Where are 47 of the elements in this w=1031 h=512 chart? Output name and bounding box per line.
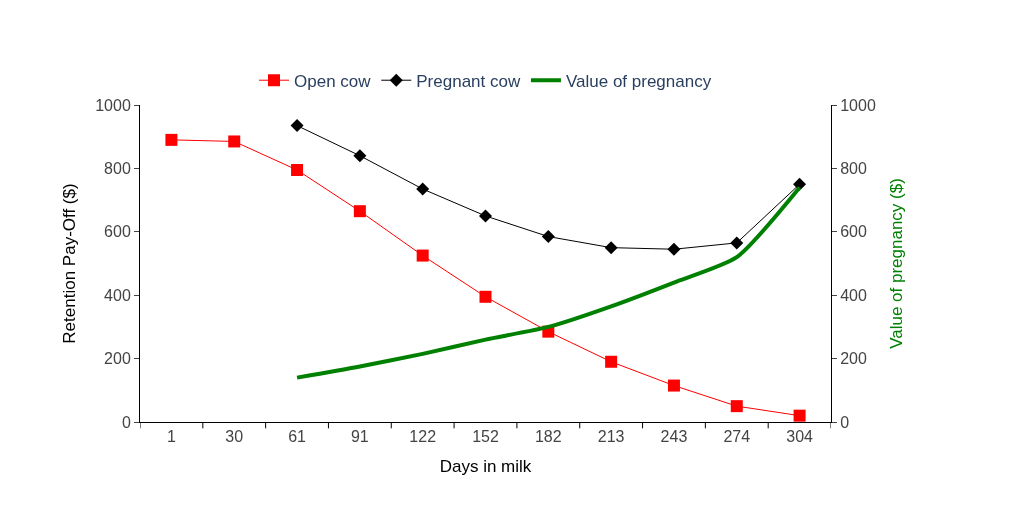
point bbox=[605, 355, 618, 368]
x-tick-label: 152 bbox=[472, 428, 499, 446]
y-tick-label: 200 bbox=[104, 350, 131, 368]
point bbox=[416, 249, 429, 262]
point bbox=[604, 241, 618, 255]
point bbox=[730, 400, 743, 413]
y2-tick-label: 0 bbox=[840, 413, 850, 431]
legend-label: Value of pregnancy bbox=[565, 71, 712, 91]
x-axis-title: Days in milk bbox=[439, 456, 532, 476]
point bbox=[353, 149, 367, 163]
point bbox=[793, 409, 806, 422]
y-axis-title: Retention Pay-Off ($) bbox=[59, 183, 79, 344]
point bbox=[667, 242, 681, 256]
point bbox=[667, 379, 680, 392]
x-tick-label: 274 bbox=[723, 428, 751, 446]
point bbox=[165, 133, 178, 146]
point bbox=[416, 182, 430, 196]
x-tick-label: 91 bbox=[350, 428, 369, 446]
point bbox=[291, 163, 304, 176]
y2-tick-label: 600 bbox=[840, 223, 867, 241]
point bbox=[479, 290, 492, 303]
x-tick-label: 61 bbox=[288, 428, 307, 446]
x-tick-label: 213 bbox=[597, 428, 625, 446]
y2-tick-label: 1000 bbox=[840, 96, 876, 114]
point bbox=[541, 230, 555, 244]
legend-label: Pregnant cow bbox=[416, 71, 521, 91]
x-tick-label: 122 bbox=[409, 428, 437, 446]
y2-tick-label: 800 bbox=[840, 160, 867, 177]
legend-label: Open cow bbox=[294, 71, 372, 91]
x-tick-label: 182 bbox=[534, 428, 562, 446]
point bbox=[353, 205, 366, 218]
x-tick-label: 1 bbox=[166, 428, 176, 446]
point bbox=[479, 209, 492, 223]
point bbox=[730, 236, 744, 250]
y-tick-label: 400 bbox=[104, 286, 131, 304]
y-tick-label: 800 bbox=[104, 160, 131, 177]
point bbox=[290, 119, 304, 133]
x-tick-label: 30 bbox=[225, 428, 244, 446]
point bbox=[228, 135, 241, 148]
y-tick-label: 0 bbox=[121, 413, 131, 431]
x-tick-label: 243 bbox=[660, 428, 688, 446]
y-tick-label: 600 bbox=[104, 223, 131, 241]
y2-axis-title: Value of pregnancy ($) bbox=[887, 178, 907, 349]
y-tick-label: 1000 bbox=[95, 96, 131, 114]
y2-tick-label: 200 bbox=[840, 350, 867, 368]
y2-tick-label: 400 bbox=[840, 286, 867, 304]
x-tick-label: 304 bbox=[786, 428, 814, 446]
